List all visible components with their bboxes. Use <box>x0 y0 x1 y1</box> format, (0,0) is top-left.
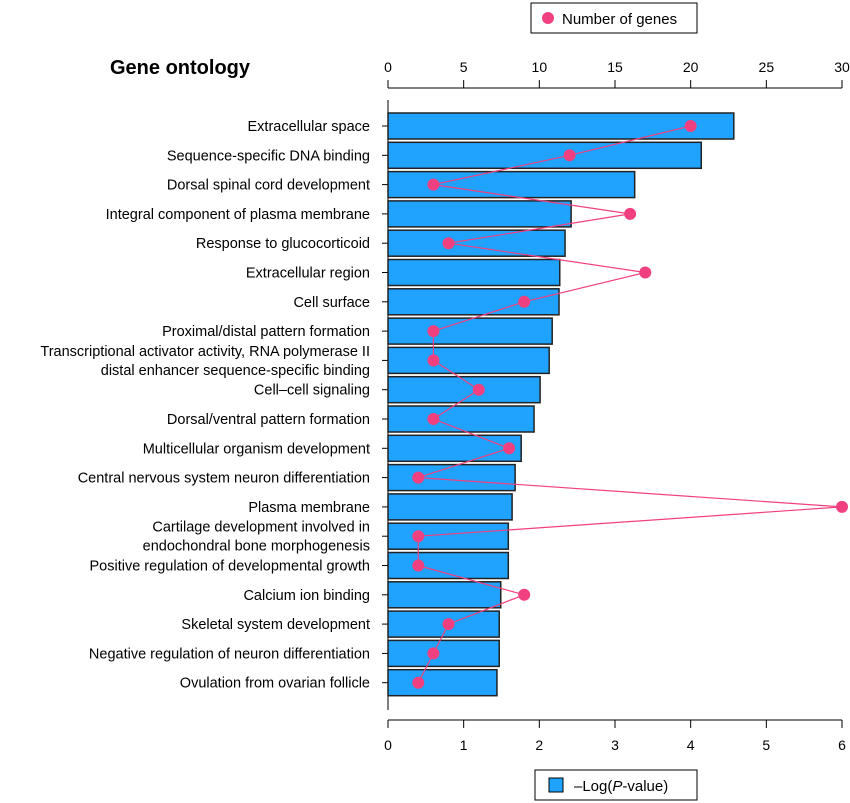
bottom-legend: –Log(P-value) <box>534 769 698 801</box>
genes-point <box>472 383 485 396</box>
bar <box>387 551 510 580</box>
bar <box>387 258 561 287</box>
category-label: Extracellular region <box>246 266 370 282</box>
category-label: Transcriptional activator activity, RNA … <box>40 344 370 379</box>
bar <box>387 434 522 463</box>
category-label: Cell–cell signaling <box>254 383 370 399</box>
genes-line <box>417 125 843 683</box>
bar <box>387 288 560 316</box>
legend-marker-pvalue <box>548 777 564 793</box>
top-axis-tick-label: 20 <box>683 59 699 75</box>
bar <box>387 141 703 170</box>
genes-point <box>427 647 440 660</box>
genes-point <box>836 500 848 513</box>
genes-point <box>427 325 440 338</box>
category-label: Central nervous system neuron differenti… <box>78 471 370 487</box>
bar <box>387 493 513 521</box>
legend-pvalue-label: –Log(P-value) <box>574 778 668 795</box>
bottom-axis-tick-label: 3 <box>611 737 619 753</box>
category-label: Ovulation from ovarian follicle <box>180 676 370 692</box>
bar <box>387 522 510 550</box>
top-axis-tick-label: 15 <box>607 59 623 75</box>
bar <box>387 639 500 668</box>
genes-point <box>442 237 455 250</box>
bottom-axis-tick-label: 6 <box>838 737 846 753</box>
genes-point <box>427 413 440 425</box>
genes-point <box>684 120 697 132</box>
bottom-axis-tick-label: 2 <box>535 737 543 753</box>
bar <box>387 405 535 433</box>
bar <box>387 581 502 609</box>
legend-marker-genes <box>542 12 554 24</box>
category-label: Dorsal/ventral pattern formation <box>167 412 370 428</box>
bottom-axis-tick-label: 1 <box>460 737 468 753</box>
top-legend: Number of genes <box>530 2 698 34</box>
category-label: Sequence-specific DNA binding <box>167 148 370 164</box>
category-label: Dorsal spinal cord development <box>167 178 370 194</box>
category-label: Integral component of plasma membrane <box>106 207 370 223</box>
legend-genes-label: Number of genes <box>562 11 677 28</box>
genes-point <box>624 207 637 220</box>
genes-point <box>412 471 425 484</box>
chart-title: Gene ontology <box>110 57 251 79</box>
genes-point <box>427 354 440 367</box>
top-axis-tick-label: 10 <box>532 59 548 75</box>
category-label: Calcium ion binding <box>243 588 370 604</box>
genes-point <box>518 588 531 601</box>
bar <box>387 200 572 228</box>
bar <box>387 317 553 345</box>
genes-point <box>427 178 440 191</box>
bar <box>387 668 498 697</box>
genes-point <box>563 149 576 162</box>
category-label: Cartilage development involved in endocho… <box>143 520 370 555</box>
bar <box>387 170 636 199</box>
category-label: Proximal/distal pattern formation <box>162 324 370 340</box>
genes-point <box>442 618 455 631</box>
bottom-axis-tick-label: 0 <box>384 737 392 753</box>
category-label: Positive regulation of developmental gro… <box>90 559 371 575</box>
genes-point <box>412 676 425 689</box>
bar <box>387 229 566 257</box>
category-label: Response to glucocorticoid <box>196 236 370 252</box>
bar <box>387 112 735 140</box>
top-axis-tick-label: 0 <box>384 59 392 75</box>
genes-point <box>412 559 425 572</box>
category-label: Plasma membrane <box>248 500 370 516</box>
category-label: Negative regulation of neuron differenti… <box>89 646 370 662</box>
genes-point <box>518 295 531 308</box>
genes-point <box>503 442 516 455</box>
category-label: Extracellular space <box>248 119 371 135</box>
bar <box>387 346 550 375</box>
genes-point <box>639 266 652 279</box>
category-label: Skeletal system development <box>181 617 370 633</box>
genes-point <box>412 530 425 543</box>
top-axis-tick-label: 25 <box>759 59 775 75</box>
category-label: Multicellular organism development <box>143 441 370 457</box>
bar <box>387 463 516 492</box>
bottom-axis-tick-label: 5 <box>762 737 770 753</box>
top-axis-tick-label: 5 <box>460 59 468 75</box>
bar <box>387 375 541 404</box>
category-label: Cell surface <box>293 295 370 311</box>
bottom-axis-tick-label: 4 <box>687 737 695 753</box>
top-axis-tick-label: 30 <box>834 59 850 75</box>
